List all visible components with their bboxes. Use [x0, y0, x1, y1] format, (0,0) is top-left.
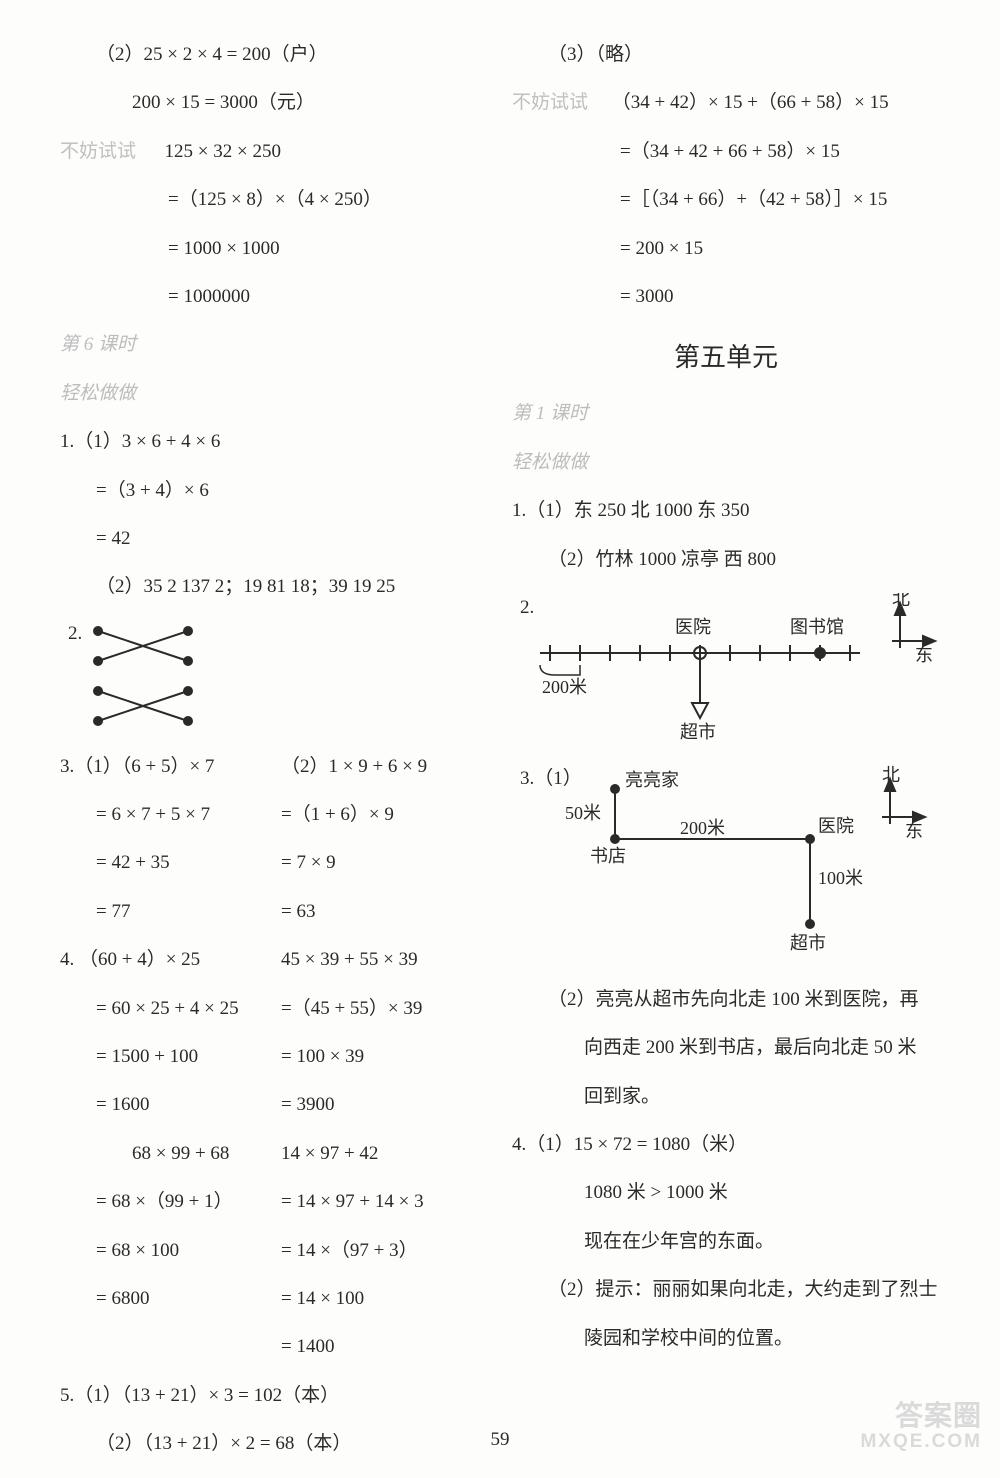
text: = 68 × 100 — [60, 1236, 251, 1266]
text: = 60 × 25 + 4 × 25 — [60, 994, 251, 1024]
text: = 14 ×（97 + 3） — [281, 1236, 472, 1266]
easy-label: 轻松做做 — [512, 448, 940, 478]
text: 陵园和学校中间的位置。 — [512, 1324, 940, 1354]
text: 1.（1）东 250 北 1000 东 350 — [512, 496, 940, 526]
text: = 6800 — [60, 1284, 251, 1314]
text: =（34 + 42 + 66 + 58）× 15 — [512, 137, 940, 167]
text: =（45 + 55）× 39 — [281, 994, 472, 1024]
text: 125 × 32 × 250 — [165, 141, 281, 162]
easy-label: 轻松做做 — [60, 379, 472, 409]
text: =（125 × 8）×（4 × 250） — [60, 185, 472, 215]
text: （2）1 × 9 + 6 × 9 — [281, 752, 472, 782]
text: = 3000 — [512, 282, 940, 312]
text: = 42 — [60, 524, 472, 554]
svg-text:200米: 200米 — [542, 677, 587, 697]
diagram-3: 3.（1） 亮 — [520, 764, 940, 969]
svg-text:书店: 书店 — [590, 846, 626, 866]
svg-text:图书馆: 图书馆 — [790, 617, 844, 637]
text: 1.（1）3 × 6 + 4 × 6 — [60, 427, 472, 457]
text: = 1600 — [60, 1090, 251, 1120]
svg-text:东: 东 — [905, 821, 923, 841]
watermark: 答案圈 MXQE.COM — [860, 1401, 982, 1453]
text: = 3900 — [281, 1090, 472, 1120]
text: 1080 米 > 1000 米 — [512, 1178, 940, 1208]
text: 3.（1）（6 + 5）× 7 — [60, 752, 251, 782]
try-row: 不妨试试 125 × 32 × 250 — [60, 137, 472, 167]
text: 200 × 15 = 3000（元） — [60, 88, 472, 118]
text: 现在在少年宫的东面。 — [512, 1227, 940, 1257]
svg-text:北: 北 — [882, 765, 900, 785]
text: = 1000 × 1000 — [60, 234, 472, 264]
text: 4.（1）15 × 72 = 1080（米） — [512, 1130, 940, 1160]
text: = 63 — [281, 897, 472, 927]
text: （3）（略） — [512, 40, 940, 70]
svg-text:2.: 2. — [520, 597, 534, 618]
diagram-2: 2. — [520, 593, 940, 748]
text: （2）35 2 137 2；19 81 18；39 19 25 — [60, 572, 472, 602]
svg-text:医院: 医院 — [818, 816, 854, 836]
text: = 7 × 9 — [281, 848, 472, 878]
svg-text:北: 北 — [892, 593, 910, 609]
svg-text:2.: 2. — [68, 623, 82, 644]
cross-diagram: 2. — [68, 621, 472, 736]
text: 45 × 39 + 55 × 39 — [281, 945, 472, 975]
svg-text:3.（1）: 3.（1） — [520, 767, 582, 789]
page-number: 59 — [0, 1429, 1000, 1451]
text: 5.（1）（13 + 21）× 3 = 102（本） — [60, 1381, 472, 1411]
try-it-label: 不妨试试 — [512, 92, 588, 113]
right-column: （3）（略） 不妨试试 （34 + 42）× 15 +（66 + 58）× 15… — [512, 40, 940, 1478]
try-row: 不妨试试 （34 + 42）× 15 +（66 + 58）× 15 — [512, 88, 940, 118]
svg-text:50米: 50米 — [565, 803, 601, 823]
unit-5-title: 第五单元 — [512, 337, 940, 374]
svg-text:超市: 超市 — [680, 722, 716, 742]
text: = 200 × 15 — [512, 234, 940, 264]
text: = 6 × 7 + 5 × 7 — [60, 800, 251, 830]
left-column: （2）25 × 2 × 4 = 200（户） 200 × 15 = 3000（元… — [60, 40, 472, 1478]
text: =（3 + 4）× 6 — [60, 476, 472, 506]
text: = 42 + 35 — [60, 848, 251, 878]
try-it-label: 不妨试试 — [60, 141, 136, 162]
text: （2）25 × 2 × 4 = 200（户） — [60, 40, 472, 70]
watermark-line2: MXQE.COM — [860, 1432, 982, 1453]
text: = 1500 + 100 — [60, 1042, 251, 1072]
text: = 14 × 100 — [281, 1284, 472, 1314]
text: （2）竹林 1000 凉亭 西 800 — [512, 545, 940, 575]
svg-text:100米: 100米 — [818, 868, 863, 888]
text: （34 + 42）× 15 +（66 + 58）× 15 — [612, 92, 889, 113]
svg-text:亮亮家: 亮亮家 — [625, 770, 679, 790]
text: 14 × 97 + 42 — [281, 1139, 472, 1169]
svg-text:超市: 超市 — [790, 933, 826, 953]
text: =（1 + 6）× 9 — [281, 800, 472, 830]
text: （2）亮亮从超市先向北走 100 米到医院，再 — [512, 985, 940, 1015]
svg-text:医院: 医院 — [675, 617, 711, 637]
text: 回到家。 — [512, 1082, 940, 1112]
text: （2）提示：丽丽如果向北走，大约走到了烈士 — [512, 1275, 940, 1305]
text: = 1400 — [281, 1332, 472, 1362]
text: 68 × 99 + 68 — [60, 1139, 251, 1169]
text: = 100 × 39 — [281, 1042, 472, 1072]
svg-text:200米: 200米 — [680, 818, 725, 838]
text: 向西走 200 米到书店，最后向北走 50 米 — [512, 1033, 940, 1063]
lesson-6-label: 第 6 课时 — [60, 330, 472, 360]
text: =［（34 + 66）+（42 + 58）］× 15 — [512, 185, 940, 215]
text: = 1000000 — [60, 282, 472, 312]
text: 4. （60 + 4）× 25 — [60, 945, 251, 975]
text: = 14 × 97 + 14 × 3 — [281, 1187, 472, 1217]
text: = 77 — [60, 897, 251, 927]
watermark-line1: 答案圈 — [895, 1400, 982, 1431]
text: = 68 ×（99 + 1） — [60, 1187, 251, 1217]
lesson-1-label: 第 1 课时 — [512, 399, 940, 429]
svg-text:东: 东 — [915, 645, 933, 665]
